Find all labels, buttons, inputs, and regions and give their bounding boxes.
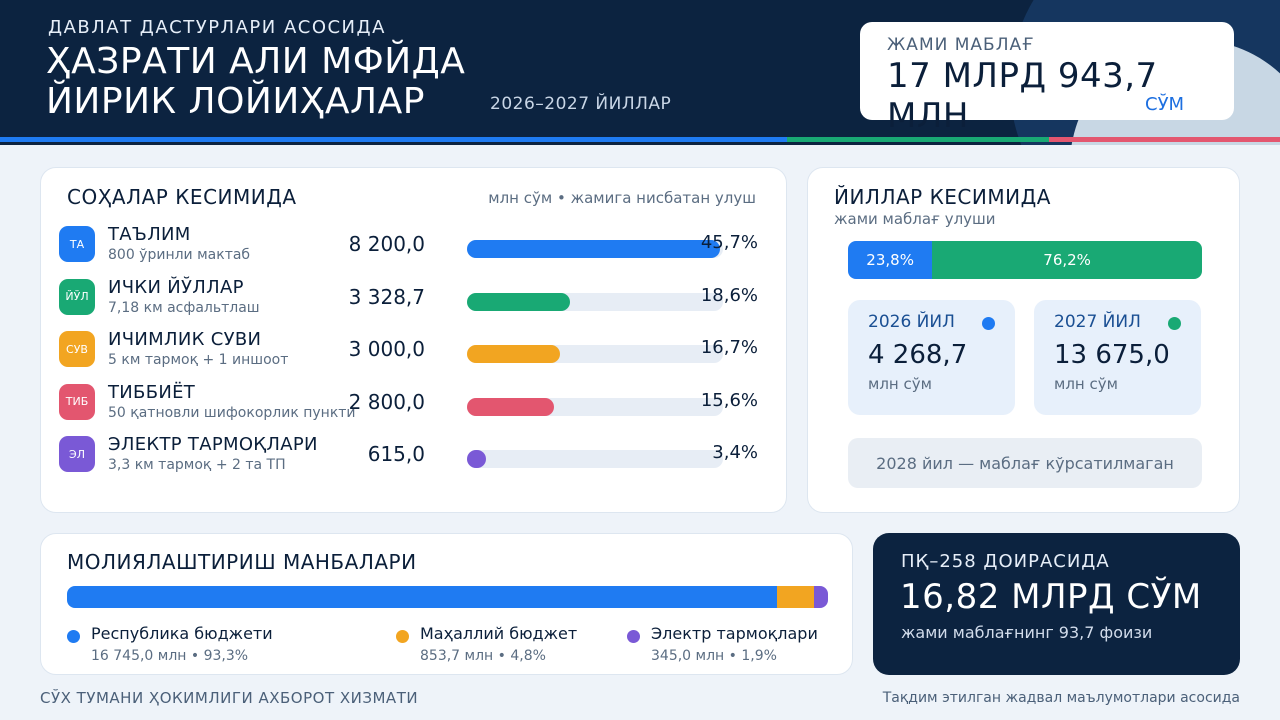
pk-258-note: жами маблағнинг 93,7 фоизи <box>901 623 1153 642</box>
sector-bar <box>467 397 554 416</box>
sector-bar-track <box>467 292 723 311</box>
sector-bar-track <box>467 397 723 416</box>
sector-name: ЭЛЕКТР ТАРМОҚЛАРИ <box>108 434 318 455</box>
page-title: ҲАЗРАТИ АЛИ МФЙДА ЙИРИК ЛОЙИҲАЛАР <box>46 42 465 122</box>
legend-dot-icon <box>627 630 640 643</box>
share-segment-2026: 23,8% <box>848 241 933 279</box>
sector-row: СУВ ИЧИМЛИК СУВИ 5 км тармоқ + 1 иншоот 3 0… <box>41 327 787 377</box>
sector-share: 45,7% <box>700 232 758 253</box>
funding-stacked-bar <box>67 586 828 608</box>
total-funding-card: ЖАМИ МАБЛАҒ 17 МЛРД 943,7 МЛН СЎМ <box>860 22 1234 136</box>
sector-name: ТИББИЁТ <box>108 381 196 403</box>
pk-258-card: ПҚ–258 ДОИРАСИДА 16,82 МЛРД СЎМ жами маб… <box>873 533 1240 675</box>
sector-row: ЭЛ ЭЛЕКТР ТАРМОҚЛАРИ 3,3 км тармоқ + 2 та … <box>41 432 787 482</box>
sector-badge-icon: ТИБ <box>59 383 95 420</box>
sectors-title: СОҲАЛАР КЕСИМИДА <box>67 185 297 209</box>
funding-source-detail: 16 745,0 млн • 93,3% <box>91 648 249 664</box>
sector-bar <box>467 450 486 468</box>
sector-share: 3,4% <box>712 442 758 463</box>
header-kicker: ДАВЛАТ ДАСТУРЛАРИ АСОСИДА <box>48 17 386 38</box>
year-2026-unit: млн сўм <box>868 375 932 393</box>
total-funding-label: ЖАМИ МАБЛАҒ <box>887 35 1035 55</box>
sector-description: 5 км тармоқ + 1 иншоот <box>108 352 289 368</box>
sector-share: 18,6% <box>700 284 758 306</box>
funding-source-detail: 853,7 млн • 4,8% <box>420 648 546 664</box>
funding-source-name: Маҳаллий бюджет <box>420 624 578 643</box>
share-segment-2027: 76,2% <box>932 241 1202 279</box>
sector-bar-track <box>467 450 723 468</box>
sector-amount: 8 200,0 <box>348 232 425 256</box>
sector-bar <box>467 345 560 363</box>
sector-name: ИЧКИ ЙЎЛЛАР <box>108 276 244 298</box>
sector-amount: 2 800,0 <box>348 389 425 414</box>
year-2027-unit: млн сўм <box>1054 375 1118 393</box>
sector-row: ЙЎЛ ИЧКИ ЙЎЛЛАР 7,18 км асфальтлаш 3 328,7 1… <box>41 275 787 325</box>
years-card: ЙИЛЛАР КЕСИМИДА жами маблағ улуши 23,8% … <box>807 167 1240 513</box>
pk-258-label: ПҚ–258 ДОИРАСИДА <box>901 551 1110 572</box>
sector-bar <box>467 292 571 311</box>
year-2026-label: 2026 ЙИЛ <box>868 312 955 332</box>
sectors-card: СОҲАЛАР КЕСИМИДА млн сўм • жамига нисбат… <box>40 167 787 513</box>
sector-description: 50 қатновли шифокорлик пункти <box>108 404 356 421</box>
sector-name: ТАЪЛИМ <box>108 224 191 245</box>
funding-source-name: Электр тармоқлари <box>651 624 818 643</box>
sector-amount: 615,0 <box>367 442 425 466</box>
legend-dot-icon <box>396 630 409 643</box>
sector-bar-track <box>467 240 723 258</box>
year-2026-dot-icon <box>982 317 995 330</box>
total-funding-unit: СЎМ <box>1145 94 1185 115</box>
year-2027-value: 13 675,0 <box>1054 340 1170 370</box>
year-2028-note: 2028 йил — маблағ кўрсатилмаган <box>848 438 1202 488</box>
sector-amount: 3 328,7 <box>348 284 425 309</box>
pk-258-value: 16,82 МЛРД СЎМ <box>900 577 1202 617</box>
sector-bar-track <box>467 345 723 363</box>
funding-source-detail: 345,0 млн • 1,9% <box>651 648 777 664</box>
sectors-note: млн сўм • жамига нисбатан улуш <box>488 189 756 207</box>
year-card-2027: 2027 ЙИЛ 13 675,0 млн сўм <box>1034 300 1201 415</box>
header-years: 2026–2027 ЙИЛЛАР <box>490 94 672 114</box>
total-funding-value: 17 МЛРД 943,7 МЛН <box>887 56 1158 136</box>
years-subtitle: жами маблағ улуши <box>834 210 996 228</box>
year-card-2026: 2026 ЙИЛ 4 268,7 млн сўм <box>848 300 1015 415</box>
funding-bar-segment <box>813 586 828 608</box>
sector-share: 15,6% <box>700 389 758 411</box>
funding-bar-segment <box>777 586 814 608</box>
sector-description: 800 ўринли мактаб <box>108 247 251 263</box>
header-stripe-red <box>1049 137 1280 142</box>
funding-card: МОЛИЯЛАШТИРИШ МАНБАЛАРИ Республика бюдже… <box>40 533 853 675</box>
funding-bar-segment <box>67 586 777 608</box>
sector-badge-icon: ЭЛ <box>59 436 95 472</box>
page-title-line1: ҲАЗРАТИ АЛИ МФЙДА <box>46 41 466 82</box>
footer-source-right: Тақдим этилган жадвал маълумотлари асоси… <box>882 690 1240 706</box>
funding-title: МОЛИЯЛАШТИРИШ МАНБАЛАРИ <box>67 550 417 574</box>
page-title-line2: ЙИРИК ЛОЙИҲАЛАР <box>46 81 425 122</box>
sector-badge-icon: ТА <box>59 226 95 262</box>
sector-share: 16,7% <box>700 337 758 358</box>
funding-source-name: Республика бюджети <box>91 624 273 643</box>
sector-amount: 3 000,0 <box>348 337 425 361</box>
years-share-bar: 23,8% 76,2% <box>848 241 1202 279</box>
year-2026-value: 4 268,7 <box>868 340 968 370</box>
years-title: ЙИЛЛАР КЕСИМИДА <box>834 185 1051 209</box>
year-2027-label: 2027 ЙИЛ <box>1054 312 1141 332</box>
year-2027-dot-icon <box>1168 317 1181 330</box>
footer-source-left: СЎХ ТУМАНИ ҲОКИМЛИГИ АХБОРОТ ХИЗМАТИ <box>40 689 419 707</box>
legend-dot-icon <box>67 630 80 643</box>
header-stripe-green <box>787 137 1049 142</box>
sector-row: ТИБ ТИББИЁТ 50 қатновли шифокорлик пункти 2… <box>41 380 787 430</box>
sector-badge-icon: СУВ <box>59 331 95 367</box>
sector-description: 7,18 км асфальтлаш <box>108 299 260 316</box>
sector-bar <box>467 240 721 258</box>
sector-row: ТА ТАЪЛИМ 800 ўринли мактаб 8 200,0 45,7% <box>41 222 787 272</box>
sector-name: ИЧИМЛИК СУВИ <box>108 329 262 350</box>
sector-badge-icon: ЙЎЛ <box>59 278 95 315</box>
sector-description: 3,3 км тармоқ + 2 та ТП <box>108 457 286 473</box>
header-stripe-blue <box>0 137 787 142</box>
